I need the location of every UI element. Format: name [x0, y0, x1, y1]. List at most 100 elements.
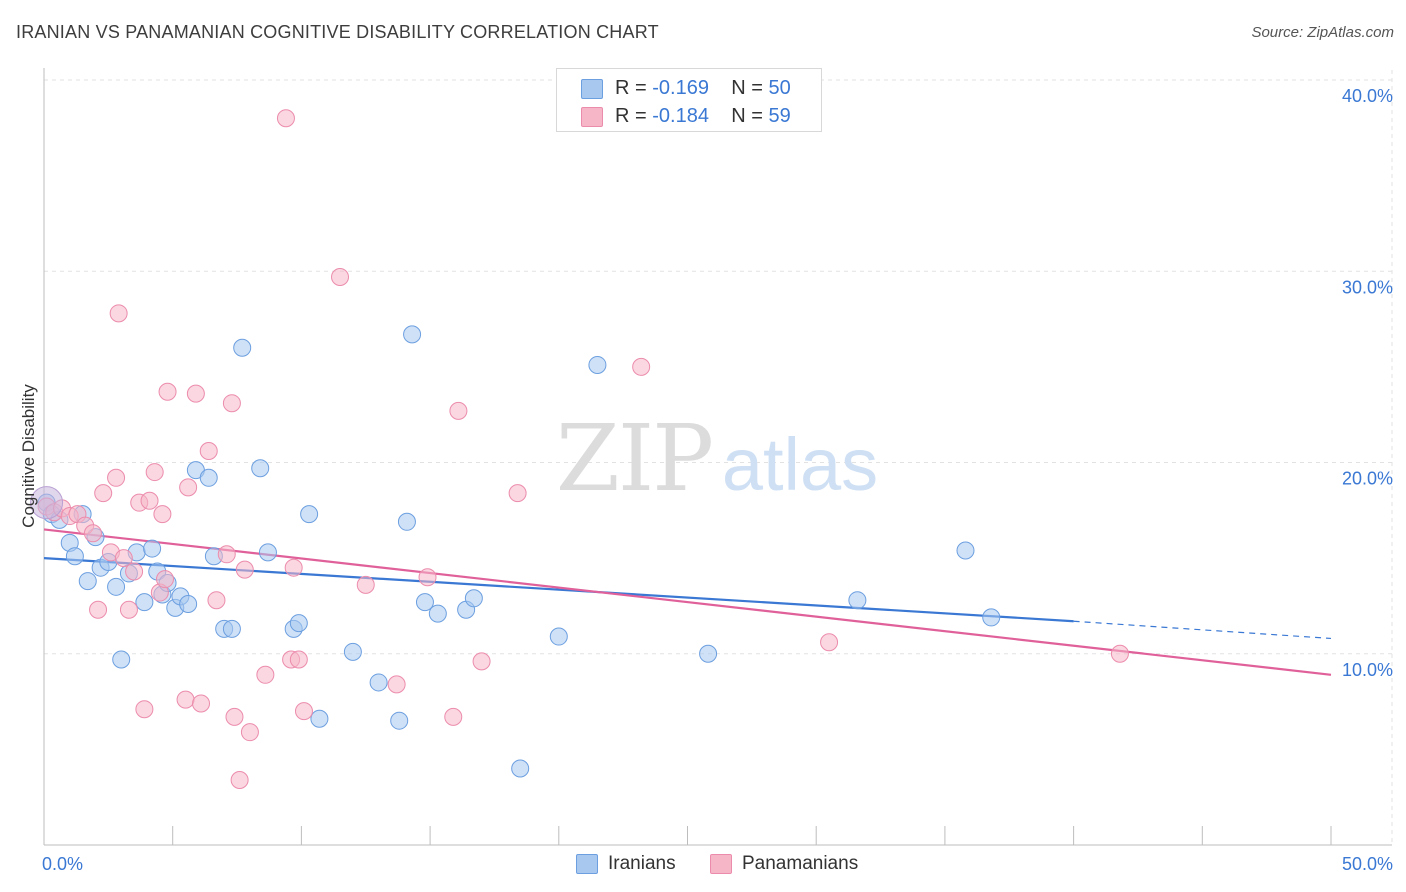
n-value-iranians: 50 — [768, 77, 791, 99]
point-panamanians — [230, 770, 249, 789]
point-panamanians — [207, 591, 226, 610]
point-panamanians — [153, 505, 172, 524]
point-iranians — [397, 512, 416, 531]
point-iranians — [415, 593, 434, 612]
legend-label-iranians: Iranians — [608, 853, 676, 874]
y-tick-label: 10.0% — [1342, 660, 1393, 680]
point-panamanians — [289, 650, 308, 669]
point-panamanians — [114, 549, 133, 568]
point-panamanians — [418, 568, 437, 587]
point-panamanians — [820, 633, 839, 652]
point-iranians — [369, 673, 388, 692]
trend-line-panamanians — [43, 528, 1332, 676]
point-iranians — [428, 604, 447, 623]
point-iranians — [251, 459, 270, 478]
point-panamanians — [186, 384, 205, 403]
legend-label-panamanians: Panamanians — [742, 853, 859, 874]
point-panamanians — [94, 484, 113, 503]
point-iranians — [390, 711, 409, 730]
trend-lines — [43, 528, 1332, 676]
point-iranians — [403, 325, 422, 344]
point-panamanians — [179, 478, 198, 497]
point-panamanians — [135, 700, 154, 719]
point-cluster — [30, 486, 64, 520]
point-panamanians — [444, 707, 463, 726]
point-panamanians — [155, 570, 174, 589]
point-panamanians — [145, 463, 164, 482]
r-value-iranians: -0.169 — [652, 77, 709, 99]
trend-line-iranians — [43, 557, 1074, 623]
stats-legend: R = -0.169 N = 50 R = -0.184 N = 59 — [556, 68, 822, 132]
x-tick-label-max: 50.0% — [1342, 854, 1393, 874]
point-iranians — [199, 468, 218, 487]
point-panamanians — [449, 401, 468, 420]
point-iranians — [107, 577, 126, 596]
point-panamanians — [222, 394, 241, 413]
point-panamanians — [125, 562, 144, 581]
y-tick-label: 40.0% — [1342, 86, 1393, 106]
point-iranians — [511, 759, 530, 778]
point-iranians — [112, 650, 131, 669]
point-panamanians — [83, 524, 102, 543]
point-panamanians — [140, 491, 159, 510]
point-iranians — [464, 589, 483, 608]
point-panamanians — [387, 675, 406, 694]
point-panamanians — [240, 723, 259, 742]
point-panamanians — [472, 652, 491, 671]
point-iranians — [588, 355, 607, 374]
point-iranians — [982, 608, 1001, 627]
point-iranians — [65, 547, 84, 566]
y-tick-label: 30.0% — [1342, 277, 1393, 297]
point-iranians — [549, 627, 568, 646]
point-panamanians — [1110, 644, 1129, 663]
point-iranians — [222, 619, 241, 638]
point-iranians — [289, 614, 308, 633]
chart-title: IRANIAN VS PANAMANIAN COGNITIVE DISABILI… — [16, 22, 659, 42]
n-value-panamanians: 59 — [768, 105, 791, 127]
legend-swatch-iranians — [576, 854, 598, 874]
point-iranians — [310, 709, 329, 728]
trend-line-iranians-extension — [1073, 620, 1332, 640]
point-panamanians — [632, 357, 651, 376]
chart-source: Source: ZipAtlas.com — [1251, 24, 1394, 41]
point-iranians — [233, 338, 252, 357]
data-points — [30, 109, 1129, 789]
point-iranians — [135, 593, 154, 612]
point-iranians — [848, 591, 867, 610]
legend-swatch-panamanians — [710, 854, 732, 874]
point-panamanians — [176, 690, 195, 709]
point-iranians — [258, 543, 277, 562]
point-iranians — [300, 505, 319, 524]
y-axis-label: Cognitive Disability — [19, 384, 38, 528]
axis-labels: 10.0% 20.0% 30.0% 40.0% 0.0% 50.0% Cognitive D… — [19, 86, 1393, 874]
point-panamanians — [276, 109, 295, 128]
point-iranians — [343, 642, 362, 661]
point-panamanians — [89, 600, 108, 619]
point-iranians — [143, 539, 162, 558]
x-tick-label-min: 0.0% — [42, 854, 83, 874]
point-panamanians — [508, 484, 527, 503]
point-panamanians — [107, 468, 126, 487]
point-panamanians — [235, 560, 254, 579]
point-panamanians — [158, 382, 177, 401]
point-panamanians — [331, 267, 350, 286]
point-iranians — [78, 572, 97, 591]
axes — [43, 68, 1392, 846]
watermark: ZIP atlas — [556, 405, 878, 512]
point-panamanians — [256, 665, 275, 684]
point-panamanians — [199, 442, 218, 461]
point-panamanians — [284, 558, 303, 577]
stats-text-iranians: R = -0.169 N = 50 — [615, 77, 791, 99]
point-panamanians — [225, 707, 244, 726]
stats-swatch-iranians — [581, 79, 603, 99]
point-iranians — [956, 541, 975, 560]
stats-text-panamanians: R = -0.184 N = 59 — [615, 105, 791, 127]
r-value-panamanians: -0.184 — [652, 105, 709, 127]
point-panamanians — [109, 304, 128, 323]
point-panamanians — [119, 600, 138, 619]
stats-swatch-panamanians — [581, 107, 603, 127]
watermark-atlas: atlas — [722, 423, 878, 506]
y-tick-label: 20.0% — [1342, 469, 1393, 489]
point-panamanians — [217, 545, 236, 564]
